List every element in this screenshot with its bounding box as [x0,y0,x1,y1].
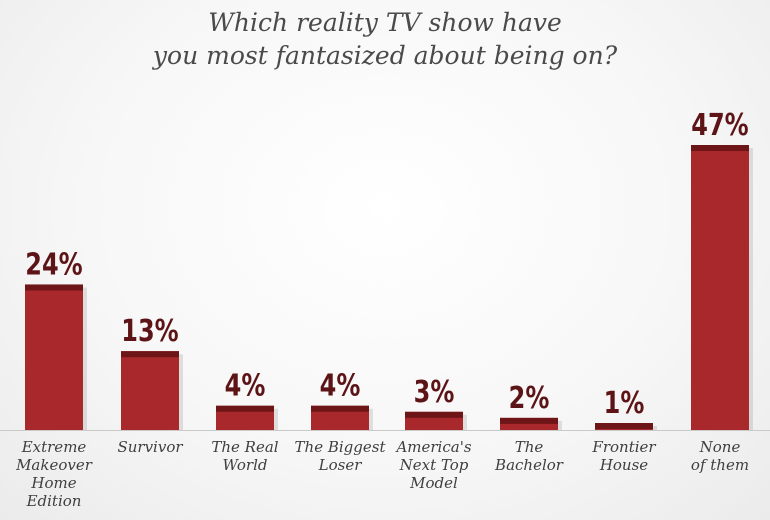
category-label: Survivor [100,438,200,456]
category-label: The Bachelor [479,438,579,474]
category-label-line: World [222,456,268,474]
category-label-line: Bachelor [495,456,563,474]
category-label-line: The Real [211,438,279,456]
bar-group: 13% [121,315,183,430]
bar [25,284,83,430]
bar-value-label: 13% [121,315,178,349]
bar-group: 1% [595,386,657,430]
category-label-line: Loser [318,456,362,474]
category-label-line: House [599,456,649,474]
category-label-line: Survivor [117,438,183,456]
bar-group: 4% [311,369,373,430]
bar-top-cap [25,284,83,291]
category-label: America's Next Top Model [384,438,484,492]
category-label-line: Home [31,474,77,492]
bar-top-cap [500,417,558,424]
category-label-line: America's [396,438,472,456]
bar-top-cap [691,145,749,151]
bar-value-label: 4% [320,369,361,403]
category-label-line: The Biggest [294,438,386,456]
category-label-line: Edition [26,492,82,510]
bar-group: 47% [691,108,753,430]
category-label: None of them [670,438,770,474]
chart-title: Which reality TV show have you most fant… [0,6,770,72]
category-label-line: Makeover [16,456,92,474]
category-label: Frontier House [574,438,674,474]
bar [691,145,749,430]
bar-value-label: 3% [414,375,455,409]
bar-group: 4% [216,369,278,430]
bar-top-cap [595,423,653,429]
bar-value-label: 4% [225,369,266,403]
bar-top-cap [216,405,274,412]
category-label-line: None [699,438,741,456]
category-label: Extreme Makeover Home Edition [4,438,104,510]
bar-top-cap [311,405,369,412]
bar-top-cap [405,411,463,418]
bar-group: 2% [500,381,562,430]
category-label-line: Extreme [21,438,87,456]
bar-group: 3% [405,375,467,430]
bar-group: 24% [25,248,87,430]
category-label-line: The [514,438,544,456]
category-label-line: Model [410,474,458,492]
category-label-line: Frontier [592,438,656,456]
category-label-line: Next Top [399,456,469,474]
chart-title-line-1: Which reality TV show have [208,8,562,37]
bar-top-cap [121,351,179,358]
bar-value-label: 24% [25,248,82,282]
category-label: The Real World [195,438,295,474]
category-label: The Biggest Loser [290,438,390,474]
category-label-line: of them [690,456,750,474]
bar-value-label: 47% [691,108,748,142]
bar [121,351,179,430]
bar-value-label: 2% [509,381,550,415]
chart-title-line-2: you most fantasized about being on? [152,41,618,70]
bar-value-label: 1% [604,386,645,420]
